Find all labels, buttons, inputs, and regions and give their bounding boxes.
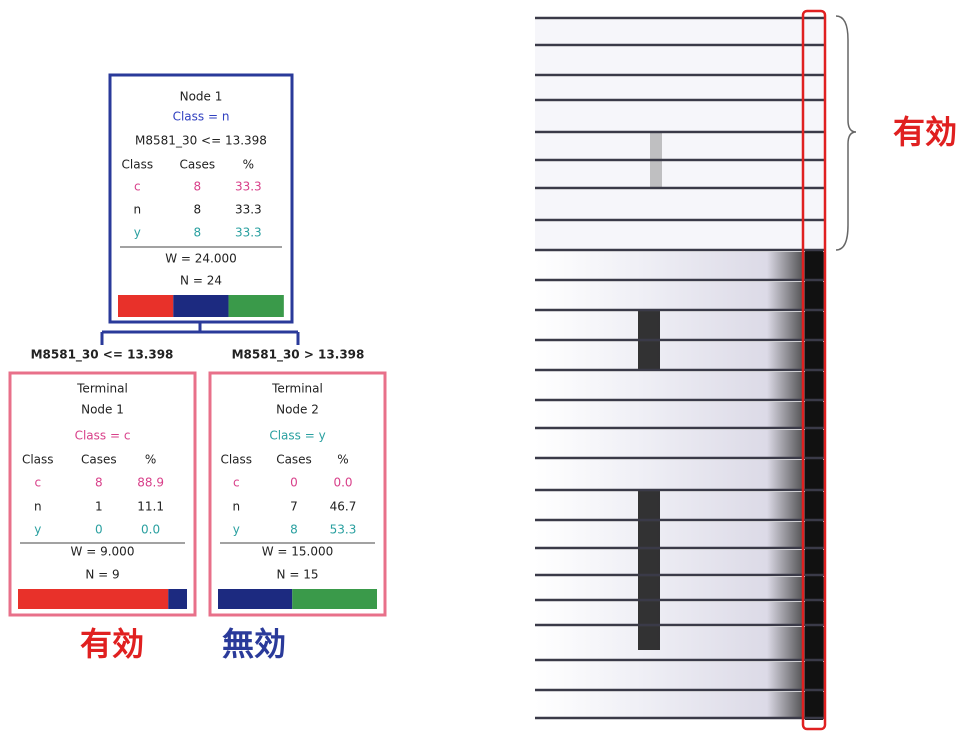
table-cell: y: [233, 523, 240, 537]
gel-lane: [535, 602, 825, 624]
gel-lane: [535, 402, 825, 427]
table-cell: 46.7: [330, 500, 357, 514]
table-cell: 8: [290, 523, 298, 537]
table-cell: y: [134, 226, 141, 240]
gel-image: [535, 18, 825, 720]
gel-lane: [535, 522, 825, 547]
table-header: Class: [22, 453, 54, 467]
table-cell: 33.3: [235, 180, 262, 194]
node-class: Class = n: [173, 110, 230, 124]
table-header: %: [145, 453, 156, 467]
table-cell: 0.0: [141, 523, 160, 537]
node-class: Class = y: [269, 429, 325, 443]
terminal-label: 無効: [222, 625, 286, 663]
node-weight: W = 15.000: [262, 545, 334, 559]
node-class: Class = c: [75, 429, 131, 443]
gel-lane: [535, 47, 825, 74]
table-header: Class: [220, 453, 252, 467]
table-header: %: [337, 453, 348, 467]
gel-lane: [535, 692, 825, 717]
table-cell: 53.3: [330, 523, 357, 537]
gel-lane: [535, 372, 825, 399]
node-count: N = 24: [180, 274, 222, 288]
connectors: [102, 322, 298, 345]
gel-lane: [535, 460, 825, 489]
table-cell: 8: [194, 226, 202, 240]
gel-lane: [535, 662, 825, 689]
table-cell: c: [233, 476, 240, 490]
table-cell: 8: [95, 476, 103, 490]
gel-lane: [535, 430, 825, 457]
table-cell: 0: [290, 476, 298, 490]
node-title: Node 1: [81, 403, 124, 417]
node-weight: W = 9.000: [71, 545, 135, 559]
gel-lane: [535, 222, 825, 249]
branch-label: M8581_30 > 13.398: [232, 348, 365, 363]
gel-lane: [535, 77, 825, 99]
node-weight: W = 24.000: [165, 252, 237, 266]
table-cell: n: [133, 203, 141, 217]
table-cell: 8: [194, 203, 202, 217]
gel-lane: [535, 102, 825, 131]
table-cell: n: [232, 500, 240, 514]
node-title: Terminal: [76, 382, 128, 396]
table-header: Cases: [276, 453, 312, 467]
node-title: Terminal: [271, 382, 323, 396]
table-cell: c: [34, 476, 41, 490]
class-bar: [229, 295, 284, 317]
gel-lane: [535, 550, 825, 574]
table-cell: n: [34, 500, 42, 514]
connector-line: [102, 322, 298, 345]
bracket: [836, 16, 856, 250]
table-cell: 0.0: [333, 476, 352, 490]
node-title: Node 2: [276, 403, 319, 417]
node-split: M8581_30 <= 13.398: [135, 134, 267, 148]
node-count: N = 9: [85, 568, 119, 582]
gel-lane: [535, 134, 825, 159]
gel-lane: [535, 577, 825, 599]
table-header: %: [243, 158, 254, 172]
class-bar: [173, 295, 228, 317]
terminal-label: 有効: [80, 625, 144, 663]
gel-lane: [535, 162, 825, 187]
table-cell: 33.3: [235, 226, 262, 240]
table-cell: 33.3: [235, 203, 262, 217]
gel-lane: [535, 492, 825, 519]
table-cell: 1: [95, 500, 103, 514]
gel-band: [805, 250, 823, 720]
class-bar: [292, 589, 377, 609]
table-cell: 0: [95, 523, 103, 537]
gel-lane: [535, 252, 825, 279]
table-header: Class: [122, 158, 154, 172]
class-bar: [218, 589, 292, 609]
table-cell: 7: [290, 500, 298, 514]
class-bar: [18, 589, 168, 609]
page: M8581_30 <= 13.398 M8581_30 > 13.398 有効 …: [0, 0, 972, 732]
table-header: Cases: [180, 158, 216, 172]
gel-lane: [535, 282, 825, 309]
gel-lane: [535, 342, 825, 369]
table-cell: 8: [194, 180, 202, 194]
gel-lane: [535, 20, 825, 44]
branch-label: M8581_30 <= 13.398: [31, 348, 174, 363]
class-bar: [168, 589, 187, 609]
gel-lane: [535, 627, 825, 659]
gel-label: 有効: [893, 113, 957, 151]
table-cell: 11.1: [137, 500, 164, 514]
gel-lane: [535, 312, 825, 339]
node-title: Node 1: [180, 90, 223, 104]
gel-lane: [535, 190, 825, 219]
table-cell: y: [34, 523, 41, 537]
class-bar: [118, 295, 173, 317]
node-count: N = 15: [277, 568, 319, 582]
table-cell: c: [134, 180, 141, 194]
table-cell: 88.9: [137, 476, 164, 490]
table-header: Cases: [81, 453, 117, 467]
